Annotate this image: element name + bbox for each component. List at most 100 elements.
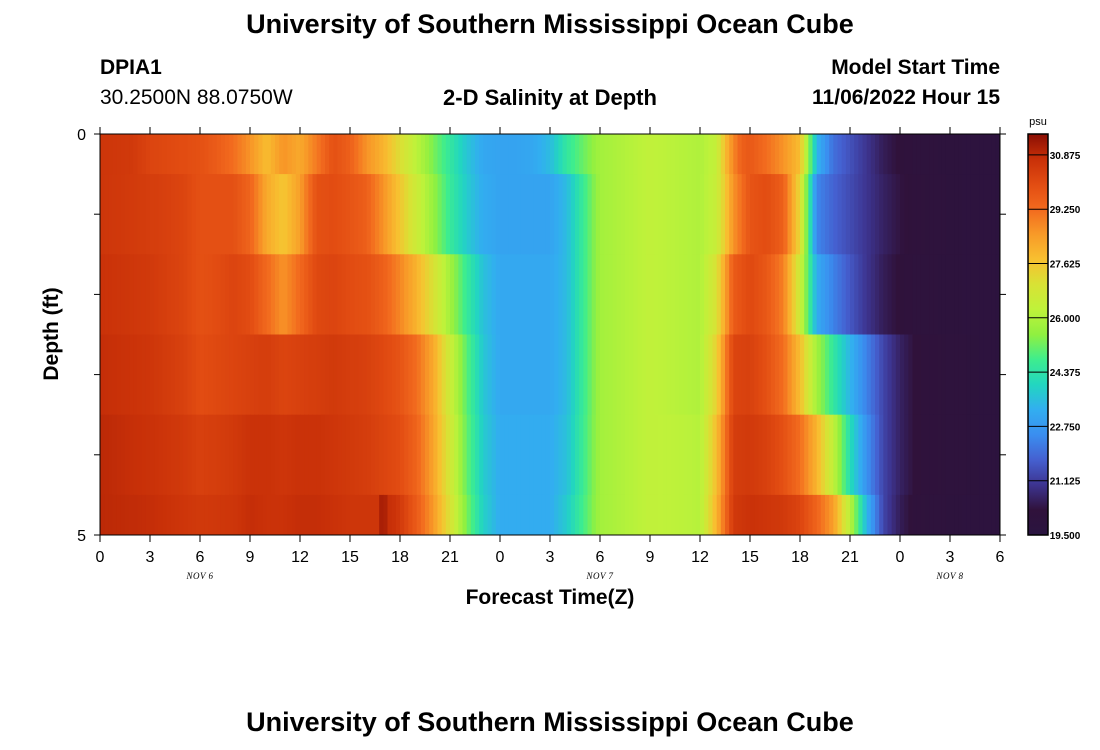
heatmap-cell bbox=[129, 134, 134, 175]
heatmap-cell bbox=[870, 174, 876, 255]
heatmap-cell bbox=[804, 174, 809, 255]
heatmap-cell bbox=[575, 334, 580, 416]
heatmap-cell bbox=[504, 134, 509, 175]
heatmap-cell bbox=[745, 174, 751, 255]
heatmap-cell bbox=[720, 254, 726, 335]
heatmap-cell bbox=[845, 494, 851, 535]
heatmap-cell bbox=[579, 174, 584, 255]
heatmap-cell bbox=[579, 334, 584, 416]
heatmap-cell bbox=[445, 414, 451, 496]
axes: 0 3 6 9 12 15 18 21 0 3 6 9 12 15 18 21 0 3 6 NOV 6 NOV 7 NOV… bbox=[77, 127, 1006, 581]
heatmap-cell bbox=[583, 174, 589, 255]
heatmap-cell bbox=[341, 254, 347, 335]
heatmap-cell bbox=[416, 334, 422, 416]
heatmap-cell bbox=[533, 134, 539, 175]
heatmap-cell bbox=[212, 134, 218, 175]
heatmap-cell bbox=[333, 254, 339, 335]
date-label: NOV 6 bbox=[185, 571, 213, 581]
heatmap-cell bbox=[975, 494, 980, 535]
heatmap-cell bbox=[208, 134, 214, 175]
heatmap-cell bbox=[745, 254, 751, 335]
heatmap-cell bbox=[608, 134, 614, 175]
heatmap-cell bbox=[741, 254, 747, 335]
heatmap-cell bbox=[937, 334, 943, 416]
heatmap-cell bbox=[762, 174, 768, 255]
heatmap-cell bbox=[908, 334, 914, 416]
heatmap-cell bbox=[183, 134, 189, 175]
heatmap-cell bbox=[766, 134, 772, 175]
heatmap-cell bbox=[458, 494, 464, 535]
heatmap-cell bbox=[725, 334, 730, 416]
heatmap-cell bbox=[758, 174, 764, 255]
heatmap-cell bbox=[383, 254, 389, 335]
heatmap-cell bbox=[816, 334, 822, 416]
heatmap-cell bbox=[466, 174, 472, 255]
heatmap-cell bbox=[408, 334, 414, 416]
heatmap-cell bbox=[612, 254, 618, 335]
heatmap-cell bbox=[333, 334, 339, 416]
heatmap-cell bbox=[558, 494, 564, 535]
heatmap-cell bbox=[258, 334, 264, 416]
heatmap-cell bbox=[466, 414, 472, 496]
heatmap-cell bbox=[212, 174, 218, 255]
heatmap-cell bbox=[545, 134, 551, 175]
heatmap-cell bbox=[925, 254, 930, 335]
heatmap-cell bbox=[512, 134, 518, 175]
heatmap-cell bbox=[587, 254, 593, 335]
heatmap-cell bbox=[125, 254, 130, 335]
heatmap-cell bbox=[604, 134, 609, 175]
heatmap-cell bbox=[191, 134, 197, 175]
heatmap-cell bbox=[991, 334, 997, 416]
heatmap-cell bbox=[250, 494, 255, 535]
heatmap-cell bbox=[445, 134, 451, 175]
heatmap-cell bbox=[533, 174, 539, 255]
heatmap-cell bbox=[662, 134, 668, 175]
heatmap-cell bbox=[387, 414, 393, 496]
heatmap-cell bbox=[495, 414, 501, 496]
heatmap-cell bbox=[470, 174, 476, 255]
heatmap-cell bbox=[579, 254, 584, 335]
heatmap-cell bbox=[333, 134, 339, 175]
heatmap-cell bbox=[691, 174, 697, 255]
heatmap-cell bbox=[175, 334, 180, 416]
heatmap-cell bbox=[904, 494, 909, 535]
heatmap-cell bbox=[300, 174, 305, 255]
x-tick-label: 9 bbox=[246, 549, 255, 566]
heatmap-cell bbox=[145, 494, 151, 535]
heatmap-cell bbox=[570, 134, 576, 175]
heatmap-cell bbox=[429, 254, 434, 335]
heatmap-cell bbox=[308, 134, 314, 175]
heatmap-cell bbox=[883, 414, 889, 496]
heatmap-cell bbox=[345, 254, 351, 335]
heatmap-cell bbox=[120, 494, 126, 535]
heatmap-cell bbox=[270, 494, 276, 535]
date-label: NOV 8 bbox=[935, 571, 963, 581]
heatmap-cell bbox=[229, 254, 234, 335]
heatmap-cell bbox=[750, 254, 755, 335]
heatmap-cell bbox=[358, 174, 364, 255]
heatmap-cell bbox=[429, 134, 434, 175]
heatmap-cell bbox=[350, 494, 355, 535]
station-coordinates: 30.2500N 88.0750W bbox=[100, 86, 293, 109]
heatmap-cell bbox=[870, 334, 876, 416]
heatmap-cell bbox=[812, 254, 818, 335]
heatmap-cell bbox=[991, 414, 997, 496]
heatmap-cell bbox=[700, 134, 705, 175]
heatmap-cell bbox=[254, 134, 259, 175]
heatmap-cell bbox=[833, 414, 839, 496]
heatmap-cell bbox=[337, 334, 343, 416]
heatmap-cell bbox=[950, 334, 955, 416]
heatmap-cell bbox=[554, 494, 559, 535]
heatmap-cell bbox=[345, 334, 351, 416]
heatmap-cell bbox=[287, 134, 293, 175]
heatmap-cell bbox=[383, 174, 389, 255]
heatmap-cell bbox=[275, 134, 280, 175]
heatmap-cell bbox=[683, 414, 689, 496]
heatmap-cell bbox=[945, 414, 951, 496]
heatmap-cell bbox=[204, 414, 209, 496]
heatmap-cell bbox=[316, 254, 322, 335]
heatmap-cell bbox=[258, 414, 264, 496]
heatmap-cell bbox=[637, 254, 643, 335]
heatmap-cell bbox=[462, 334, 468, 416]
heatmap-cell bbox=[395, 494, 401, 535]
